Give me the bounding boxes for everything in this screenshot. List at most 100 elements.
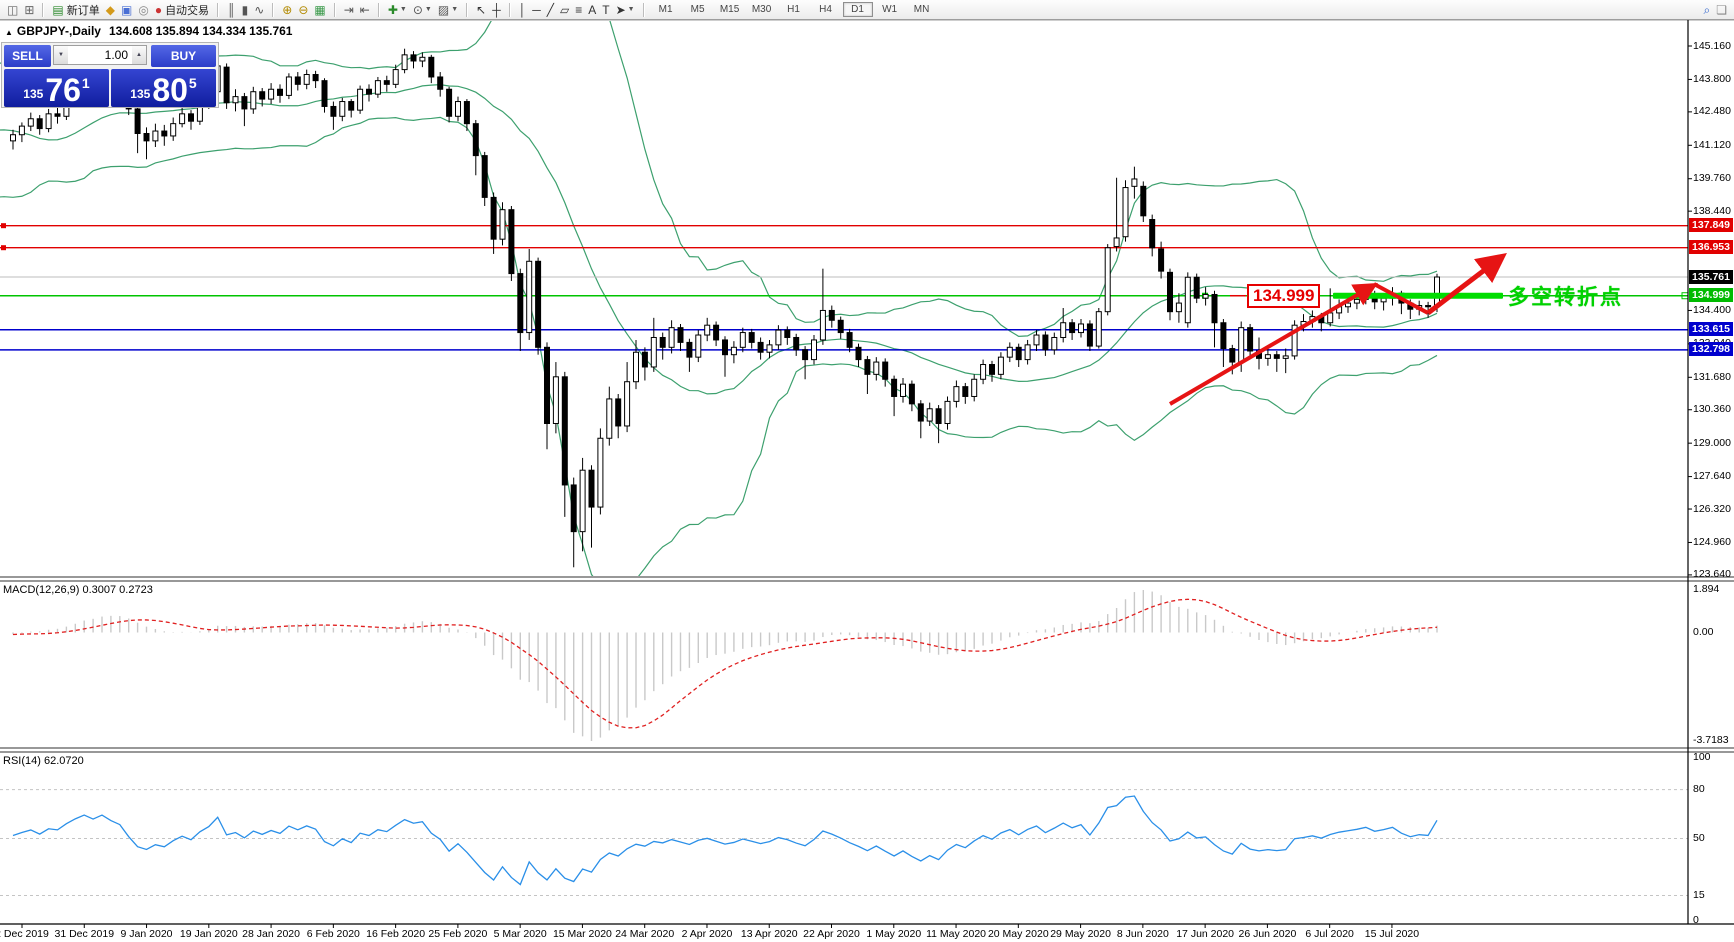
price-axis-tick: 145.160 [1693,39,1731,52]
uptrend-arrow-2[interactable] [1426,252,1507,315]
rsi-axis-tick: 15 [1693,889,1705,902]
search-icon: ⌕ [1703,2,1711,17]
rsi-pane[interactable] [0,789,1688,897]
zoom-out-icon[interactable]: ⊖ [295,2,311,18]
date-axis-label: 28 Jan 2020 [242,928,300,940]
chart-candles-icon: ▮ [241,2,249,17]
add-indicator-icon[interactable]: ✚ ▼ [385,2,410,18]
periods-icon[interactable]: ⊙ ▼ [410,2,435,18]
trendline-icon: ╱ [546,2,554,17]
chevron-down-icon[interactable]: ▼ [424,6,432,13]
sell-price-pips: 76 [45,72,81,108]
price-line-label: 132.798 [1689,342,1733,357]
chart-shift-icon[interactable]: ⇤ [357,2,373,18]
chevron-down-icon[interactable]: ▼ [451,6,459,13]
uptrend-arrow-1[interactable] [1168,282,1378,406]
pullback-line[interactable] [1373,282,1429,315]
chart-bars-icon[interactable]: ║ [224,2,239,18]
volume-input[interactable] [68,46,132,64]
date-axis-label: 20 May 2020 [987,928,1049,940]
price-axis-tick: 143.800 [1693,72,1731,85]
rsi-axis-tick: 80 [1693,783,1705,796]
symbol-period-label: GBPJPY-,Daily [16,24,101,38]
equidistant-channel-icon[interactable]: ▱ [557,2,572,18]
autotrading-icon: ● [154,2,163,17]
volume-increase-button[interactable]: ▲ [132,46,146,64]
global-mail-icon[interactable]: ▣ [118,2,135,18]
timeframe-d1[interactable]: D1 [842,2,873,17]
date-axis-label: 17 Jun 2020 [1176,928,1235,940]
trendline-icon[interactable]: ╱ [544,2,557,18]
chevron-down-icon[interactable]: ▼ [399,6,407,13]
sell-button[interactable]: SELL [4,45,51,67]
toolbar-separator [272,2,275,17]
crosshair-icon[interactable]: ┼ [489,2,504,18]
zoom-in-icon[interactable]: ⊕ [279,2,295,18]
history-center-icon[interactable]: ◆ [103,2,118,18]
indicators-window-icon[interactable]: ◫ [4,2,21,18]
buy-button[interactable]: BUY [151,45,216,67]
macd-axis-zero: 0.00 [1693,626,1714,638]
cursor-icon[interactable]: ↖ [473,2,489,18]
macd-pane[interactable] [12,590,1438,741]
global-mail-icon: ▣ [120,2,133,17]
price-line-label: 135.761 [1689,269,1733,284]
toolbar-separator [42,2,45,17]
chart-candles-icon[interactable]: ▮ [239,2,252,18]
collapse-panel-icon[interactable]: ▲ [5,28,13,37]
date-axis-label: 25 Feb 2020 [428,928,488,940]
price-callout-label[interactable]: 134.999 [1247,284,1321,308]
price-axis-tick: 142.480 [1693,105,1731,118]
new-order-icon: ▤ [52,2,64,17]
auto-scroll-icon[interactable]: ⇥ [341,2,357,18]
timeframe-w1[interactable]: W1 [882,4,898,15]
tile-windows-icon: ▦ [314,2,326,17]
signals-icon[interactable]: ◎ [135,2,151,18]
horizontal-line-icon[interactable]: ─ [529,2,544,18]
arrows-shapes-icon[interactable]: ➤ ▼ [613,2,638,18]
templates-icon: ▨ [437,2,450,17]
fibonacci-icon: ≡ [575,2,583,17]
fibonacci-icon[interactable]: ≡ [572,2,585,18]
timeframe-m1[interactable]: M1 [658,4,673,15]
signals-icon: ◎ [138,2,149,17]
timeframe-mn[interactable]: MN [913,4,930,15]
text-label-icon: T [602,2,610,17]
ohlc-values: 134.608 135.894 134.334 135.761 [108,24,293,38]
line-handle[interactable] [1,223,6,229]
tile-windows-icon[interactable]: ▦ [311,2,328,18]
add-indicator-icon: ✚ [387,2,398,17]
zoom-in-icon: ⊕ [282,2,293,17]
timeframe-h4[interactable]: H4 [819,4,832,15]
timeframe-m5[interactable]: M5 [690,4,705,15]
templates-icon[interactable]: ▨ ▼ [435,2,461,18]
chart-line-icon[interactable]: ∿ [251,2,267,18]
date-axis-label: 1 May 2020 [866,928,922,940]
market-watch-icon: ⊞ [24,2,35,17]
vertical-line-icon: │ [518,2,527,17]
new-order-icon[interactable]: ▤ 新订单 [49,2,102,18]
price-axis-tick: 129.000 [1693,436,1731,449]
autotrading-icon[interactable]: ● 自动交易 [152,2,212,18]
timeframe-h1[interactable]: H1 [787,4,800,15]
timeframe-m30[interactable]: M30 [751,4,772,15]
date-axis-label: 6 Jul 2020 [1305,928,1354,940]
text-icon[interactable]: A [585,2,599,18]
vertical-line-icon[interactable]: │ [516,2,530,18]
volume-decrease-button[interactable]: ▼ [54,46,68,64]
market-watch-icon[interactable]: ⊞ [21,2,37,18]
buy-price-button[interactable]: 135 80 5 [111,69,216,107]
search-icon[interactable]: ⌕ [1701,2,1714,18]
chevron-down-icon[interactable]: ▼ [627,6,635,13]
sell-price-button[interactable]: 135 76 1 [4,69,109,107]
line-handle[interactable] [1,245,6,251]
chat-icon[interactable]: ❏ [1713,2,1730,18]
main-price-pane[interactable] [0,0,1688,593]
arrows-shapes-icon: ➤ [615,2,626,17]
line-handle[interactable] [1681,292,1688,300]
buy-price-big-figure: 135 [130,87,151,101]
text-label-icon[interactable]: T [599,2,612,18]
turning-point-note[interactable]: 多空转折点 [1508,286,1623,309]
timeframe-m15[interactable]: M15 [719,4,740,15]
